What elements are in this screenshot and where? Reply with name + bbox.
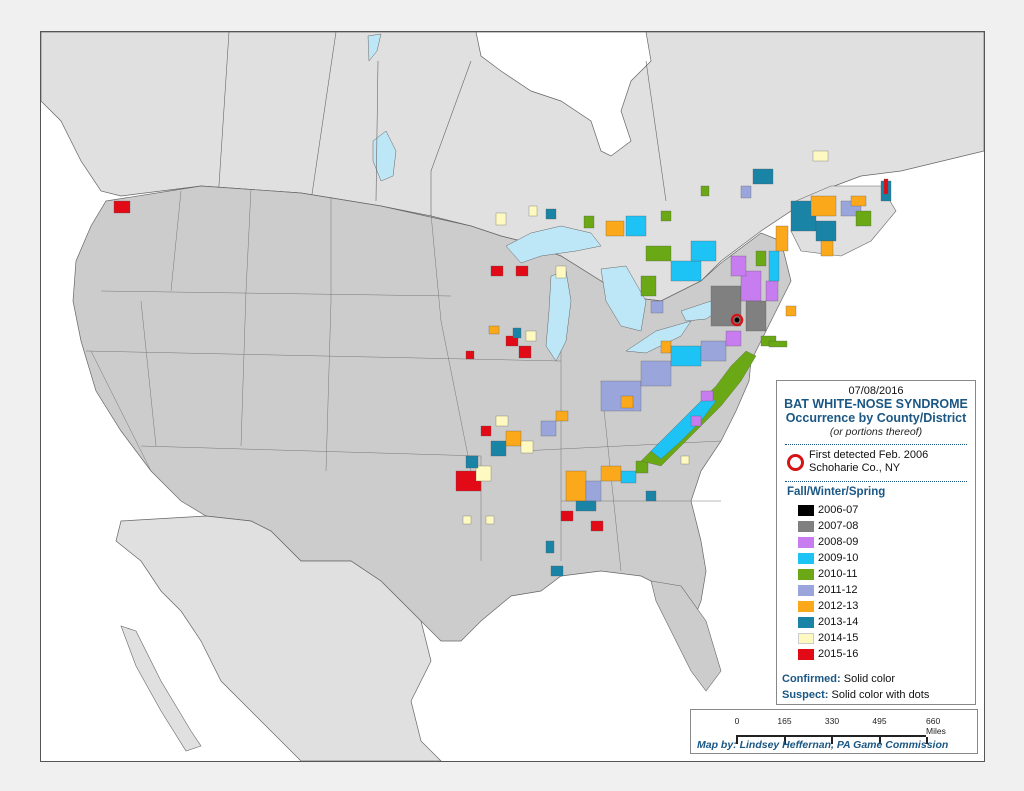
- scale-ticks: 0 165 330 495 660 Miles: [691, 716, 977, 744]
- map-qualifier: (or portions thereof): [829, 426, 923, 438]
- baja-peninsula: [120, 625, 202, 752]
- first-detected-date: First detected Feb. 2006: [809, 449, 929, 461]
- lake-athabasca: [367, 33, 382, 62]
- color-swatch-icon: [798, 616, 814, 628]
- scale-tick-mark: [878, 737, 881, 744]
- scale-tick-mark: [926, 737, 928, 744]
- color-swatch-icon: [798, 584, 814, 596]
- map-subtitle: Occurrence by County/District: [785, 411, 967, 425]
- legend-item: 2008-09: [777, 534, 975, 550]
- north-america-map: [41, 32, 984, 761]
- scale-tick-label: 660 Miles: [926, 716, 946, 736]
- color-swatch-icon: [798, 552, 814, 564]
- wns-occurrence-patches: [113, 150, 892, 577]
- lake-michigan: [545, 270, 572, 362]
- legend-item-label: 2008-09: [818, 536, 859, 548]
- first-detected-location: Schoharie Co., NY: [809, 462, 901, 474]
- first-detection-marker: [730, 313, 744, 327]
- season-heading: Fall/Winter/Spring: [787, 486, 886, 498]
- color-swatch-icon: [798, 648, 814, 660]
- legend-divider: [785, 444, 967, 445]
- map-date: 07/08/2016: [848, 385, 904, 397]
- legend-item-label: 2011-12: [818, 584, 858, 596]
- legend-item-label: 2012-13: [818, 600, 859, 612]
- lake-superior: [505, 225, 602, 264]
- legend-item-label: 2013-14: [818, 616, 859, 628]
- map-credit: Map by: Lindsey Heffernan, PA Game Commi…: [697, 739, 949, 751]
- legend-item: 2007-08: [777, 518, 975, 534]
- legend-item: 2015-16: [777, 646, 975, 662]
- color-swatch-icon: [798, 568, 814, 580]
- red-circle-icon: [787, 453, 804, 471]
- great-bear-lake: [372, 130, 397, 182]
- legend-item: 2014-15: [777, 630, 975, 646]
- first-detected-entry: First detected Feb. 2006 Schoharie Co., …: [777, 449, 975, 475]
- color-swatch-icon: [798, 632, 814, 644]
- confirmed-note: Confirmed: Solid color: [782, 673, 896, 685]
- color-swatch-icon: [798, 520, 814, 532]
- map-title: BAT WHITE-NOSE SYNDROME: [784, 397, 968, 411]
- legend-item-label: 2009-10: [818, 552, 859, 564]
- lake-huron: [600, 265, 647, 332]
- legend-item: 2009-10: [777, 550, 975, 566]
- scale-tick-mark: [783, 737, 786, 744]
- mexico-land: [115, 515, 442, 761]
- florida: [650, 580, 722, 692]
- map-frame[interactable]: [40, 31, 985, 762]
- scale-tick-label: 495: [872, 716, 887, 726]
- legend-item: 2011-12: [777, 582, 975, 598]
- scale-tick-label: 330: [824, 716, 840, 726]
- scale-tick-mark: [736, 737, 738, 744]
- scale-tick-mark: [831, 737, 833, 744]
- scale-tick-label: 0: [734, 716, 740, 726]
- legend-item: 2006-07: [777, 502, 975, 518]
- legend-item: 2012-13: [777, 598, 975, 614]
- map-legend: 07/08/2016 BAT WHITE-NOSE SYNDROME Occur…: [776, 380, 976, 705]
- color-swatch-icon: [798, 600, 814, 612]
- legend-item: 2013-14: [777, 614, 975, 630]
- color-swatch-icon: [798, 504, 814, 516]
- legend-item: 2010-11: [777, 566, 975, 582]
- legend-item-label: 2010-11: [818, 568, 858, 580]
- lake-erie: [625, 320, 692, 354]
- scale-bar-line: [736, 735, 926, 737]
- scale-tick-label: 165: [777, 716, 792, 726]
- legend-item-label: 2015-16: [818, 648, 859, 660]
- legend-item-label: 2006-07: [818, 504, 859, 516]
- hudson-bay: [475, 32, 652, 157]
- legend-item-label: 2014-15: [818, 632, 859, 644]
- season-list: 2006-07 2007-08 2008-09 2009-10 2010-11 2011-…: [777, 502, 975, 662]
- suspect-note: Suspect: Solid color with dots: [782, 689, 930, 701]
- scale-bar-panel: 0 165 330 495 660 Miles Map by: Lindsey Heff…: [690, 709, 978, 754]
- legend-item-label: 2007-08: [818, 520, 859, 532]
- legend-divider: [785, 481, 967, 482]
- color-swatch-icon: [798, 536, 814, 548]
